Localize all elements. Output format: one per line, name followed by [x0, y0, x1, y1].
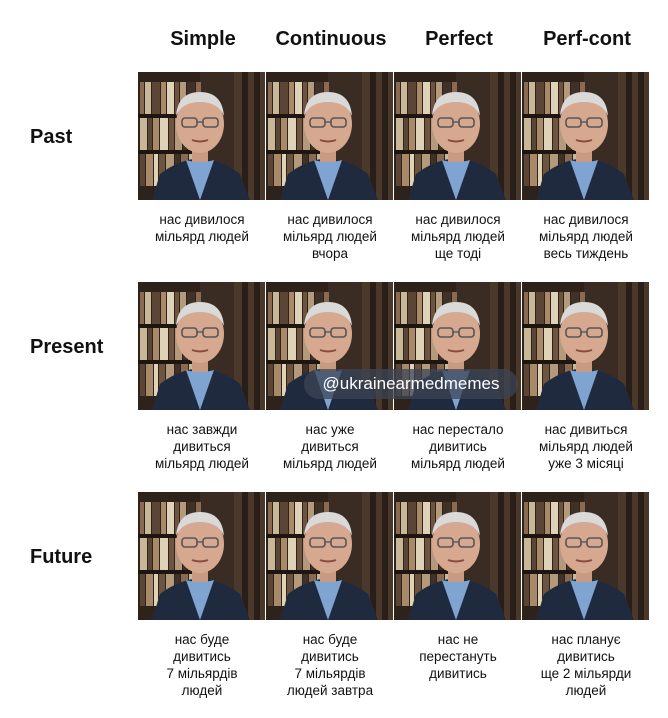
- caption-line: дивитись: [429, 439, 487, 454]
- caption: нас буде дивитись 7 мільярдів людей: [138, 631, 266, 699]
- caption-line: нас планує: [551, 632, 621, 647]
- caption-line: мільярд людей: [411, 456, 505, 471]
- video-frame-image: [522, 492, 649, 620]
- caption-line: дивиться: [173, 439, 231, 454]
- caption-line: нас дивилося: [415, 212, 501, 227]
- caption-line: дивитись: [173, 649, 231, 664]
- caption-line: мільярд людей: [539, 439, 633, 454]
- caption-line: людей: [181, 683, 223, 698]
- caption-line: нас буде: [302, 632, 358, 647]
- caption-line: мільярд людей: [411, 229, 505, 244]
- watermark: @ukrainearmedmemes: [304, 369, 518, 399]
- caption: нас планує дивитись ще 2 мільярди людей: [522, 631, 650, 699]
- caption-line: уже 3 місяці: [548, 456, 624, 471]
- caption-line: людей: [565, 683, 607, 698]
- caption-line: нас перестало: [412, 422, 504, 437]
- caption-line: 7 мільярдів: [294, 666, 366, 681]
- caption: нас завжди дивиться мільярд людей: [138, 421, 266, 472]
- caption-line: мільярд людей: [283, 456, 377, 471]
- caption-line: весь тиждень: [543, 246, 629, 261]
- video-frame-image: [394, 492, 521, 620]
- column-header-perf-cont: Perf-cont: [543, 28, 631, 50]
- caption-line: дивитись: [557, 649, 615, 664]
- caption: нас уже дивиться мільярд людей: [266, 421, 394, 472]
- video-frame-image: [522, 282, 649, 410]
- row-header-past: Past: [30, 126, 73, 148]
- caption-line: нас уже: [305, 422, 355, 437]
- caption-line: вчора: [311, 246, 349, 261]
- caption-line: дивиться: [301, 439, 359, 454]
- caption-line: нас дивилося: [287, 212, 373, 227]
- caption: нас дивилося мільярд людей вчора: [266, 211, 394, 262]
- caption: нас дивилося мільярд людей ще тоді: [394, 211, 522, 262]
- caption-line: людей завтра: [286, 683, 374, 698]
- caption: нас дивиться мільярд людей уже 3 місяці: [522, 421, 650, 472]
- caption-line: нас завжди: [166, 422, 238, 437]
- caption-line: нас дивилося: [159, 212, 245, 227]
- caption: нас не перестануть дивитись: [394, 631, 522, 682]
- caption: нас перестало дивитись мільярд людей: [394, 421, 522, 472]
- row-header-future: Future: [30, 546, 93, 568]
- column-header-perfect: Perfect: [425, 28, 493, 50]
- caption-line: мільярд людей: [283, 229, 377, 244]
- caption: нас дивилося мільярд людей весь тиждень: [522, 211, 650, 262]
- caption-line: ще тоді: [434, 246, 482, 261]
- caption: нас дивилося мільярд людей: [138, 211, 266, 245]
- video-frame-image: [522, 72, 649, 200]
- caption-line: 7 мільярдів: [166, 666, 238, 681]
- caption-line: ще 2 мільярди: [540, 666, 632, 681]
- caption: нас буде дивитись 7 мільярдів людей завтра: [266, 631, 394, 699]
- caption-line: нас дивиться: [544, 422, 628, 437]
- caption-line: нас дивилося: [543, 212, 629, 227]
- caption-line: мільярд людей: [155, 456, 249, 471]
- video-frame-image: [266, 492, 393, 620]
- video-frame-image: [138, 282, 265, 410]
- video-frame-image: [394, 72, 521, 200]
- caption-line: дивитись: [429, 666, 487, 681]
- caption-line: мільярд людей: [155, 229, 249, 244]
- column-header-simple: Simple: [170, 28, 236, 50]
- caption-line: нас буде: [174, 632, 230, 647]
- column-header-continuous: Continuous: [275, 28, 387, 50]
- caption-line: нас не: [437, 632, 479, 647]
- video-frame-image: [266, 72, 393, 200]
- video-frame-image: [138, 492, 265, 620]
- caption-line: дивитись: [301, 649, 359, 664]
- video-frame-image: [138, 72, 265, 200]
- caption-line: перестануть: [419, 649, 497, 664]
- caption-line: мільярд людей: [539, 229, 633, 244]
- row-header-present: Present: [30, 336, 104, 358]
